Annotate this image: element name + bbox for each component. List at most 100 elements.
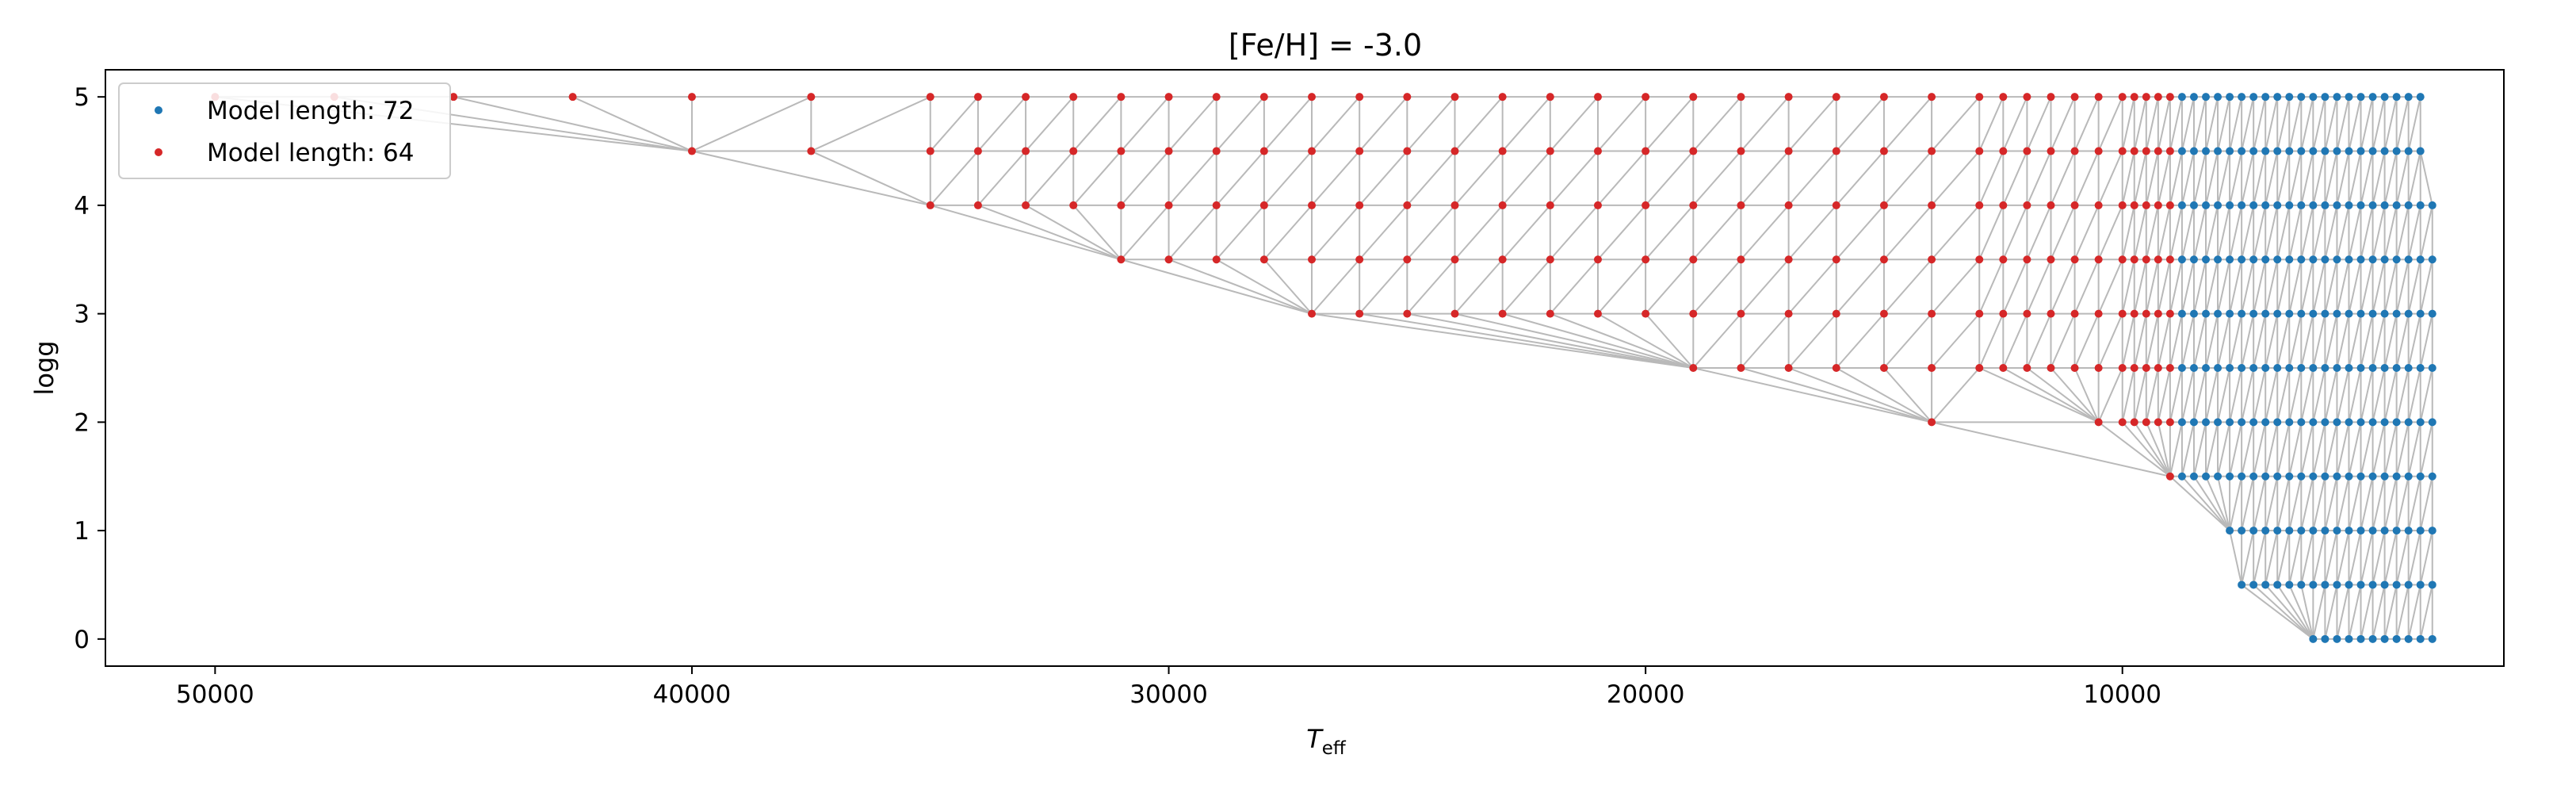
x-axis-label-subscript: eff bbox=[1322, 738, 1347, 759]
data-point-model-72 bbox=[2368, 527, 2377, 535]
data-point-model-72 bbox=[2368, 147, 2377, 155]
data-point-model-72 bbox=[2214, 472, 2222, 481]
data-point-model-72 bbox=[2416, 93, 2425, 102]
data-point-model-72 bbox=[2416, 580, 2425, 589]
data-point-model-64 bbox=[1403, 147, 1412, 155]
data-point-model-72 bbox=[2285, 472, 2294, 481]
data-point-model-72 bbox=[2368, 93, 2377, 102]
x-tick-label: 50000 bbox=[176, 680, 254, 709]
data-point-model-64 bbox=[2094, 147, 2103, 155]
data-point-model-64 bbox=[2023, 255, 2031, 264]
data-point-model-72 bbox=[2261, 147, 2270, 155]
data-point-model-64 bbox=[1975, 147, 1984, 155]
data-point-model-72 bbox=[2189, 201, 2198, 209]
data-point-model-64 bbox=[1689, 201, 1698, 209]
data-point-model-72 bbox=[2309, 309, 2318, 318]
data-point-model-72 bbox=[2356, 634, 2365, 643]
data-point-model-72 bbox=[2189, 93, 2198, 102]
data-point-model-72 bbox=[2309, 580, 2318, 589]
data-point-model-64 bbox=[2154, 364, 2162, 372]
data-point-model-64 bbox=[1999, 309, 2008, 318]
data-point-model-72 bbox=[2285, 418, 2294, 427]
data-point-model-64 bbox=[1355, 309, 1364, 318]
data-point-model-72 bbox=[2416, 309, 2425, 318]
data-point-model-64 bbox=[1928, 364, 1936, 372]
data-point-model-64 bbox=[1689, 309, 1698, 318]
data-point-model-72 bbox=[2214, 93, 2222, 102]
data-point-model-72 bbox=[2214, 418, 2222, 427]
data-point-model-72 bbox=[2297, 364, 2306, 372]
data-point-model-64 bbox=[2023, 309, 2031, 318]
data-point-model-64 bbox=[1928, 147, 1936, 155]
y-tick-label: 4 bbox=[74, 192, 90, 220]
data-point-model-64 bbox=[2142, 364, 2150, 372]
data-point-model-72 bbox=[2392, 580, 2401, 589]
data-point-model-72 bbox=[2356, 93, 2365, 102]
data-point-model-64 bbox=[2118, 93, 2127, 102]
data-point-model-64 bbox=[1928, 93, 1936, 102]
data-point-model-64 bbox=[687, 147, 696, 155]
data-point-model-72 bbox=[2261, 527, 2270, 535]
data-point-model-64 bbox=[1450, 93, 1459, 102]
data-point-model-64 bbox=[2130, 93, 2138, 102]
data-point-model-72 bbox=[2273, 147, 2282, 155]
data-point-model-72 bbox=[2345, 580, 2353, 589]
data-point-model-64 bbox=[1546, 201, 1554, 209]
data-point-model-72 bbox=[2309, 93, 2318, 102]
data-point-model-72 bbox=[2309, 634, 2318, 643]
data-point-model-72 bbox=[2356, 527, 2365, 535]
data-point-model-72 bbox=[2428, 255, 2436, 264]
data-point-model-72 bbox=[2368, 634, 2377, 643]
data-point-model-72 bbox=[2189, 364, 2198, 372]
data-point-model-64 bbox=[1593, 309, 1602, 318]
data-point-model-72 bbox=[2202, 93, 2211, 102]
data-point-model-72 bbox=[2249, 364, 2258, 372]
data-point-model-64 bbox=[449, 93, 458, 102]
data-point-model-64 bbox=[1689, 93, 1698, 102]
data-point-model-64 bbox=[2118, 418, 2127, 427]
data-point-model-64 bbox=[2070, 364, 2079, 372]
data-point-model-72 bbox=[2177, 147, 2186, 155]
data-point-model-72 bbox=[2321, 527, 2329, 535]
data-point-model-72 bbox=[2404, 580, 2413, 589]
data-point-model-64 bbox=[1069, 147, 1078, 155]
data-point-model-64 bbox=[2023, 147, 2031, 155]
data-point-model-64 bbox=[1593, 255, 1602, 264]
data-point-model-64 bbox=[1164, 255, 1173, 264]
data-point-model-72 bbox=[2261, 472, 2270, 481]
data-point-model-64 bbox=[1022, 93, 1030, 102]
data-point-model-64 bbox=[1832, 309, 1840, 318]
y-tick-label: 0 bbox=[74, 626, 90, 654]
data-point-model-64 bbox=[1212, 93, 1221, 102]
data-point-model-64 bbox=[1546, 309, 1554, 318]
data-point-model-64 bbox=[1737, 93, 1745, 102]
data-point-model-72 bbox=[2428, 472, 2436, 481]
data-point-model-64 bbox=[2094, 93, 2103, 102]
data-point-model-72 bbox=[2345, 364, 2353, 372]
data-point-model-72 bbox=[2177, 309, 2186, 318]
data-point-model-72 bbox=[2177, 255, 2186, 264]
data-point-model-72 bbox=[2416, 364, 2425, 372]
data-point-model-72 bbox=[2428, 201, 2436, 209]
data-point-model-64 bbox=[2118, 147, 2127, 155]
data-point-model-64 bbox=[2047, 364, 2055, 372]
data-point-model-72 bbox=[2321, 580, 2329, 589]
data-point-model-64 bbox=[1259, 255, 1268, 264]
y-tick-label: 1 bbox=[74, 517, 90, 546]
data-point-model-64 bbox=[1879, 93, 1888, 102]
data-point-model-64 bbox=[2070, 93, 2079, 102]
x-tick-label: 20000 bbox=[1607, 680, 1685, 709]
data-point-model-72 bbox=[2333, 527, 2341, 535]
data-point-model-72 bbox=[2392, 527, 2401, 535]
data-point-model-72 bbox=[2309, 201, 2318, 209]
data-point-model-64 bbox=[2047, 309, 2055, 318]
data-point-model-72 bbox=[2380, 201, 2389, 209]
data-point-model-64 bbox=[1832, 201, 1840, 209]
data-point-model-64 bbox=[807, 147, 816, 155]
data-point-model-64 bbox=[2094, 201, 2103, 209]
data-point-model-72 bbox=[2392, 201, 2401, 209]
data-point-model-72 bbox=[2416, 527, 2425, 535]
data-point-model-64 bbox=[1355, 147, 1364, 155]
data-point-model-72 bbox=[2202, 201, 2211, 209]
data-point-model-72 bbox=[2297, 309, 2306, 318]
